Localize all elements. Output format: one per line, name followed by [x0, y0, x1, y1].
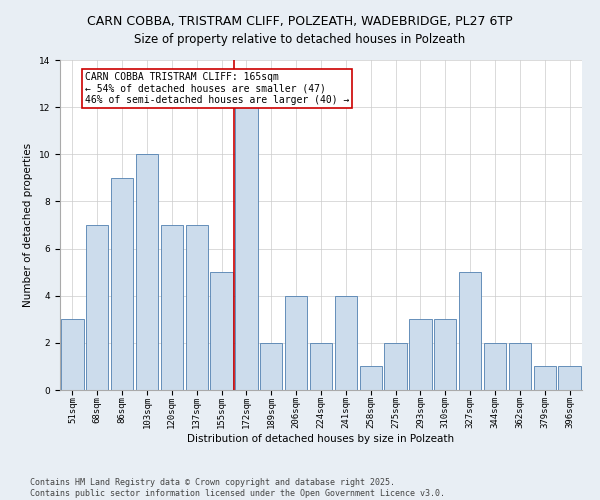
Text: CARN COBBA, TRISTRAM CLIFF, POLZEATH, WADEBRIDGE, PL27 6TP: CARN COBBA, TRISTRAM CLIFF, POLZEATH, WA… [87, 15, 513, 28]
Bar [533, 366, 556, 390]
Bar [559, 366, 581, 390]
Bar [509, 343, 531, 390]
Text: CARN COBBA TRISTRAM CLIFF: 165sqm
← 54% of detached houses are smaller (47)
46% : CARN COBBA TRISTRAM CLIFF: 165sqm ← 54% … [85, 72, 349, 105]
Bar [359, 366, 382, 390]
Bar [335, 296, 357, 390]
Bar [61, 320, 83, 390]
Bar [111, 178, 133, 390]
Bar [235, 107, 257, 390]
Bar [86, 225, 109, 390]
Bar [310, 343, 332, 390]
Bar [285, 296, 307, 390]
Bar [211, 272, 233, 390]
Bar [459, 272, 481, 390]
Bar [185, 225, 208, 390]
Bar [161, 225, 183, 390]
Bar [484, 343, 506, 390]
X-axis label: Distribution of detached houses by size in Polzeath: Distribution of detached houses by size … [187, 434, 455, 444]
Bar [409, 320, 431, 390]
Text: Size of property relative to detached houses in Polzeath: Size of property relative to detached ho… [134, 32, 466, 46]
Text: Contains HM Land Registry data © Crown copyright and database right 2025.
Contai: Contains HM Land Registry data © Crown c… [30, 478, 445, 498]
Y-axis label: Number of detached properties: Number of detached properties [23, 143, 33, 307]
Bar [434, 320, 457, 390]
Bar [136, 154, 158, 390]
Bar [385, 343, 407, 390]
Bar [260, 343, 283, 390]
